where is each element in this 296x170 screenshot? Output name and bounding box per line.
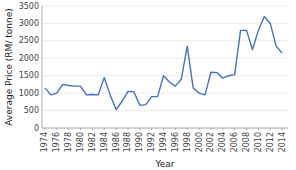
x-tick-label: 2012 bbox=[266, 132, 275, 152]
x-tick bbox=[270, 128, 271, 130]
x-tick bbox=[92, 128, 93, 130]
x-tick-label: 1982 bbox=[88, 132, 97, 152]
x-tick bbox=[80, 128, 81, 130]
x-tick bbox=[175, 128, 176, 130]
grid-line bbox=[42, 23, 288, 24]
x-tick-label: 1980 bbox=[76, 132, 85, 152]
x-tick bbox=[151, 128, 152, 130]
x-tick-label: 2014 bbox=[278, 132, 287, 152]
y-tick-label: 3000 bbox=[19, 19, 39, 28]
x-tick bbox=[187, 128, 188, 130]
x-tick-label: 1998 bbox=[183, 132, 192, 152]
y-tick-label: 1000 bbox=[19, 89, 39, 98]
x-tick bbox=[56, 128, 57, 130]
x-tick bbox=[210, 128, 211, 130]
x-tick-label: 2006 bbox=[230, 132, 239, 152]
x-tick-label: 2010 bbox=[254, 132, 263, 152]
x-tick bbox=[127, 128, 128, 130]
x-tick-label: 2002 bbox=[206, 132, 215, 152]
plot-area bbox=[45, 16, 282, 109]
x-tick bbox=[199, 128, 200, 130]
x-tick bbox=[246, 128, 247, 130]
x-tick-label: 1978 bbox=[64, 132, 73, 152]
x-tick bbox=[222, 128, 223, 130]
y-axis-label: Average Price (RM/ tonne) bbox=[4, 8, 14, 126]
x-tick bbox=[116, 128, 117, 130]
grid-line bbox=[42, 93, 288, 94]
x-axis-line bbox=[42, 128, 288, 129]
grid-line bbox=[42, 40, 288, 41]
y-axis-line bbox=[42, 6, 43, 128]
x-tick-label: 1976 bbox=[52, 132, 61, 152]
x-tick-label: 1994 bbox=[159, 132, 168, 152]
grid-line bbox=[42, 6, 288, 7]
y-tick-label: 500 bbox=[24, 106, 39, 115]
chart: 0 500 1000 1500 2000 2500 3000 3500 197419761978… bbox=[0, 0, 296, 170]
grid-line bbox=[42, 128, 288, 129]
x-tick bbox=[68, 128, 69, 130]
x-tick bbox=[139, 128, 140, 130]
x-tick bbox=[163, 128, 164, 130]
x-tick-label: 1984 bbox=[100, 132, 109, 152]
x-tick-label: 1988 bbox=[123, 132, 132, 152]
grid-line bbox=[42, 75, 288, 76]
y-tick-label: 2500 bbox=[19, 36, 39, 45]
x-axis-label: Year bbox=[154, 159, 174, 169]
y-tick-label: 2000 bbox=[19, 54, 39, 63]
x-tick-label: 2000 bbox=[195, 132, 204, 152]
x-tick-label: 1996 bbox=[171, 132, 180, 152]
x-tick-label: 2004 bbox=[218, 132, 227, 152]
x-tick-label: 1974 bbox=[40, 132, 49, 152]
x-tick bbox=[44, 128, 45, 130]
y-tick-label: 0 bbox=[34, 124, 39, 133]
x-tick-label: 2008 bbox=[242, 132, 251, 152]
x-tick-label: 1986 bbox=[112, 132, 121, 152]
y-tick-label: 3500 bbox=[19, 2, 39, 11]
y-tick-label: 1500 bbox=[19, 71, 39, 80]
x-tick bbox=[282, 128, 283, 130]
x-tick bbox=[258, 128, 259, 130]
price-line bbox=[45, 16, 282, 109]
x-tick bbox=[104, 128, 105, 130]
x-tick-label: 1990 bbox=[135, 132, 144, 152]
x-tick bbox=[234, 128, 235, 130]
grid-line bbox=[42, 110, 288, 111]
grid-line bbox=[42, 58, 288, 59]
x-tick-label: 1992 bbox=[147, 132, 156, 152]
